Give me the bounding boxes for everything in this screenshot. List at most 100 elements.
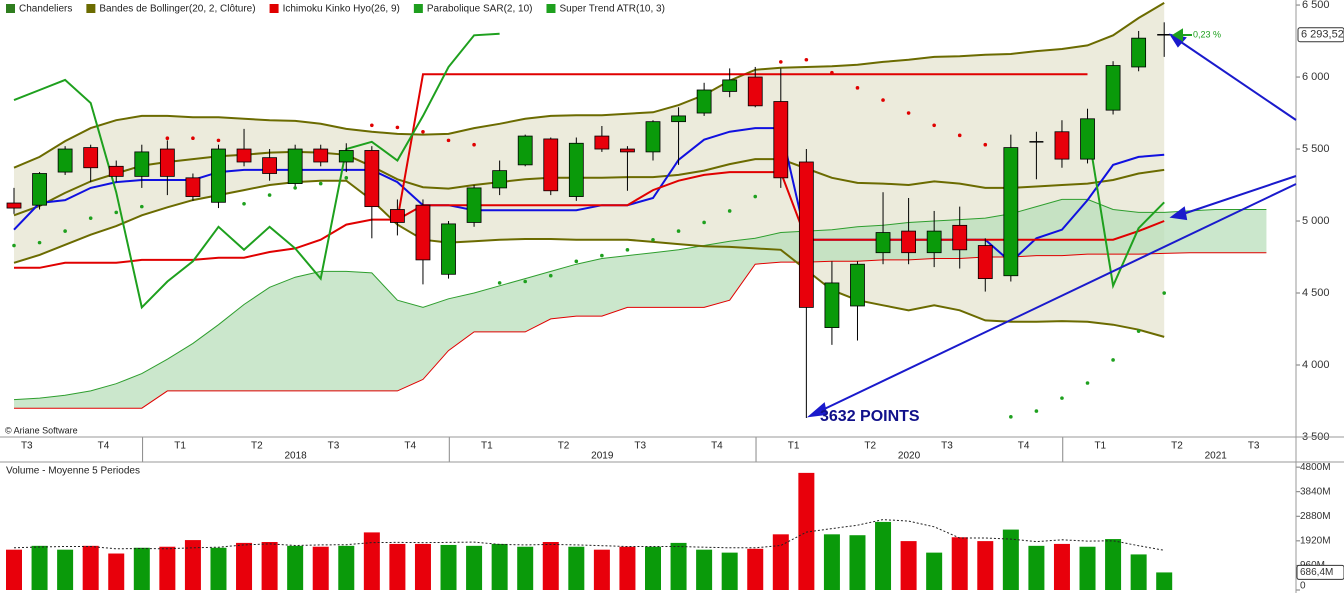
quarter-label: T1 (1094, 441, 1106, 452)
candle-body (1054, 131, 1070, 160)
sar-dot (651, 237, 655, 242)
quarter-label: T2 (558, 441, 570, 452)
volume-bar (1079, 546, 1096, 590)
volume-bar (568, 546, 585, 590)
candle-body (364, 150, 380, 208)
volume-bar (133, 547, 150, 590)
volume-bar (6, 549, 22, 590)
cloud-span-a (13, 198, 1267, 401)
sar-dot (727, 209, 732, 213)
y-tick-label: 6 000 (1302, 71, 1330, 83)
last-volume-label: 686,4M (1300, 567, 1333, 578)
sar-dot (497, 281, 502, 285)
sar-dot (804, 57, 809, 62)
sar-dot (548, 273, 553, 278)
arrow-line (1179, 175, 1297, 216)
volume-bar (849, 535, 866, 590)
volume-bar (747, 548, 764, 590)
volume-bar (542, 542, 559, 590)
candle-body (671, 115, 686, 123)
change-arrow (1172, 28, 1192, 42)
quarter-label: T3 (328, 441, 340, 452)
legend-label: Super Trend ATR(10, 3) (559, 4, 664, 15)
candle-body (952, 224, 968, 251)
volume-bar (875, 521, 892, 590)
quarter-label: T3 (1248, 441, 1260, 452)
volume-bar (57, 549, 74, 590)
y-tick-label: 5 000 (1302, 215, 1330, 227)
candle-body (798, 161, 814, 308)
volume-bar (82, 545, 99, 590)
back-layer (13, 2, 1267, 409)
sar-dot (63, 229, 67, 233)
volume-tick-label: 2880M (1300, 511, 1331, 522)
volume-bar (721, 552, 738, 590)
sar-dot (625, 248, 630, 252)
legend-swatch (269, 4, 279, 13)
sar-dot (395, 125, 400, 130)
candle-body (1080, 118, 1095, 160)
volume-bar (108, 553, 125, 590)
candle-body (32, 173, 47, 206)
sar-dot (983, 142, 988, 147)
candle-body (415, 204, 431, 261)
y-tick-label: 4 500 (1302, 287, 1330, 299)
sar-dot (702, 220, 706, 225)
volume-bar (517, 546, 534, 590)
last-price-box (1297, 27, 1344, 43)
y-tick-label: 5 500 (1302, 143, 1330, 155)
sar-dot (1034, 409, 1039, 413)
sar-dot (1060, 396, 1064, 400)
cloud-fill (14, 199, 1267, 409)
candle-body (517, 135, 533, 166)
volume-bar (440, 544, 457, 590)
sar-dot (523, 279, 527, 284)
candle-body (568, 142, 584, 197)
candle-body (926, 230, 942, 254)
legend-swatch (413, 4, 423, 13)
sar-dot (216, 138, 221, 143)
quarter-label: T3 (941, 441, 953, 452)
sar-dot (753, 194, 758, 199)
year-label: 2018 (284, 451, 307, 462)
volume-bar (287, 545, 304, 590)
candle-body (492, 170, 508, 189)
sar-dot (1162, 291, 1166, 295)
sar-dot (88, 216, 93, 220)
quarter-label: T2 (1171, 441, 1183, 452)
candle-body (441, 223, 456, 275)
quarter-label: T3 (634, 441, 646, 452)
candle-body (824, 282, 840, 328)
sar-dot (370, 123, 374, 128)
sar-dot (37, 240, 42, 245)
candle-body (850, 263, 865, 307)
sar-dot (1085, 381, 1090, 385)
candle-body (6, 202, 22, 209)
year-label: 2020 (898, 451, 921, 462)
volume-bar (951, 537, 968, 590)
candle-body (134, 151, 150, 177)
sar-dot (881, 98, 885, 102)
candle-body (389, 209, 405, 223)
candle-body (236, 148, 252, 163)
volume-bar (1130, 554, 1147, 590)
candle-body (159, 148, 175, 177)
volume-title: Volume - Moyenne 5 Periodes (6, 466, 140, 477)
quarter-label: T2 (864, 441, 876, 452)
volume-bar (593, 549, 610, 590)
bollinger-lower (13, 179, 1165, 338)
sar-dot (12, 243, 16, 248)
cloud-span-b (14, 252, 1267, 409)
volume-bar (261, 542, 278, 590)
legend-swatch (546, 4, 556, 13)
candle-body (1105, 65, 1121, 111)
sar-dot (1136, 329, 1141, 333)
candle-body (211, 148, 226, 203)
sar-dot (779, 60, 783, 64)
volume-tick-label: 1920M (1300, 535, 1331, 546)
volume-bar (926, 552, 943, 590)
candle-body (185, 177, 201, 197)
volume-bar (1002, 529, 1019, 590)
volume-tick-label: 3840M (1300, 486, 1331, 497)
